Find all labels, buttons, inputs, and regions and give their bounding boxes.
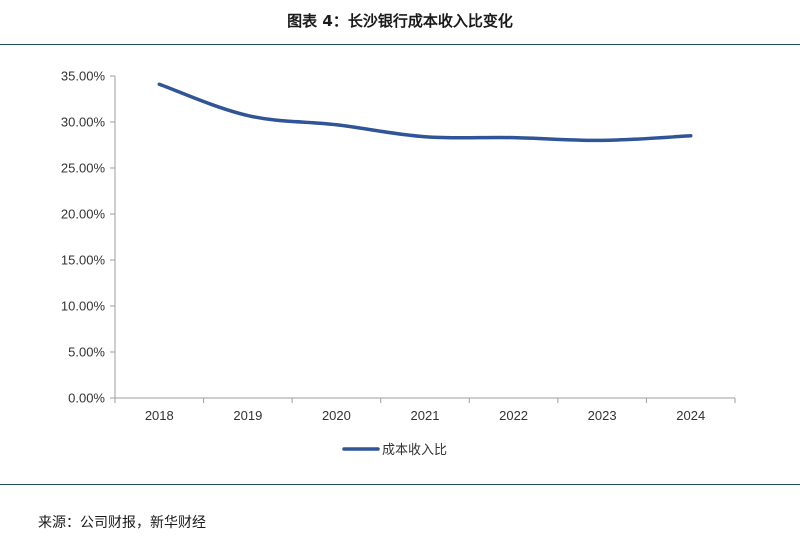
top-divider <box>0 44 800 45</box>
x-tick-label: 2021 <box>411 408 440 423</box>
y-tick-label: 0.00% <box>68 391 105 406</box>
y-tick-label: 35.00% <box>61 69 106 84</box>
y-tick-label: 30.00% <box>61 115 106 130</box>
bottom-divider <box>0 484 800 485</box>
x-axis: 2018 2019 2020 2021 2022 2023 2024 <box>114 397 736 423</box>
y-tick-label: 15.00% <box>61 253 106 268</box>
y-tick-label: 25.00% <box>61 161 106 176</box>
chart-title: 图表 4：长沙银行成本收入比变化 <box>287 12 513 30</box>
x-tick-label: 2019 <box>233 408 262 423</box>
x-tick-label: 2023 <box>588 408 617 423</box>
source-note: 来源：公司财报，新华财经 <box>38 515 206 531</box>
x-tick-label: 2018 <box>145 408 174 423</box>
series-line <box>157 82 693 143</box>
y-axis: 0.00% 5.00% 10.00% 15.00% 20.00% 25.00% 30.00%… <box>61 69 116 406</box>
y-tick-label: 20.00% <box>61 207 106 222</box>
y-tick-label: 5.00% <box>68 345 105 360</box>
series-group <box>157 82 693 143</box>
x-tick-label: 2024 <box>676 408 705 423</box>
line-chart: 0.00% 5.00% 10.00% 15.00% 20.00% 25.00% 30.00%… <box>61 69 736 458</box>
x-tick-label: 2020 <box>322 408 351 423</box>
legend: 成本收入比 <box>342 443 447 458</box>
x-tick-label: 2022 <box>499 408 528 423</box>
y-tick-label: 10.00% <box>61 299 106 314</box>
legend-label: 成本收入比 <box>382 443 447 458</box>
